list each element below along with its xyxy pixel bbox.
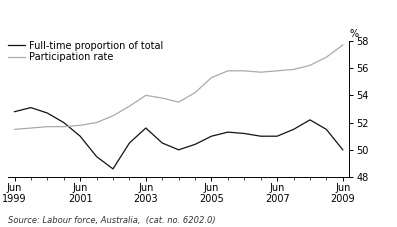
Participation rate: [62, 125, 66, 128]
Participation rate: [258, 71, 263, 74]
Full-time proportion of total: [308, 118, 312, 121]
Full-time proportion of total: [127, 142, 132, 144]
Full-time proportion of total: [258, 135, 263, 138]
Participation rate: [242, 69, 247, 72]
Participation rate: [12, 128, 17, 131]
Full-time proportion of total: [340, 148, 345, 151]
Full-time proportion of total: [143, 127, 148, 129]
Participation rate: [94, 121, 99, 124]
Full-time proportion of total: [29, 106, 33, 109]
Participation rate: [340, 44, 345, 46]
Participation rate: [193, 91, 197, 94]
Full-time proportion of total: [45, 112, 50, 114]
Full-time proportion of total: [12, 110, 17, 113]
Participation rate: [143, 94, 148, 97]
Text: %: %: [349, 30, 358, 39]
Participation rate: [209, 76, 214, 79]
Participation rate: [78, 124, 83, 127]
Full-time proportion of total: [176, 148, 181, 151]
Full-time proportion of total: [111, 168, 116, 170]
Full-time proportion of total: [291, 128, 296, 131]
Participation rate: [176, 101, 181, 104]
Full-time proportion of total: [62, 121, 66, 124]
Line: Full-time proportion of total: Full-time proportion of total: [15, 108, 343, 169]
Participation rate: [127, 105, 132, 108]
Participation rate: [111, 114, 116, 117]
Full-time proportion of total: [242, 132, 247, 135]
Full-time proportion of total: [160, 142, 165, 144]
Full-time proportion of total: [275, 135, 279, 138]
Full-time proportion of total: [209, 135, 214, 138]
Full-time proportion of total: [94, 155, 99, 158]
Line: Participation rate: Participation rate: [15, 45, 343, 129]
Participation rate: [291, 68, 296, 71]
Full-time proportion of total: [193, 143, 197, 146]
Legend: Full-time proportion of total, Participation rate: Full-time proportion of total, Participa…: [8, 41, 164, 62]
Participation rate: [29, 127, 33, 129]
Participation rate: [308, 64, 312, 67]
Full-time proportion of total: [78, 135, 83, 138]
Participation rate: [160, 97, 165, 99]
Participation rate: [225, 69, 230, 72]
Text: Source: Labour force, Australia,  (cat. no. 6202.0): Source: Labour force, Australia, (cat. n…: [8, 216, 216, 225]
Participation rate: [45, 125, 50, 128]
Participation rate: [275, 69, 279, 72]
Participation rate: [324, 56, 329, 59]
Full-time proportion of total: [225, 131, 230, 133]
Full-time proportion of total: [324, 128, 329, 131]
